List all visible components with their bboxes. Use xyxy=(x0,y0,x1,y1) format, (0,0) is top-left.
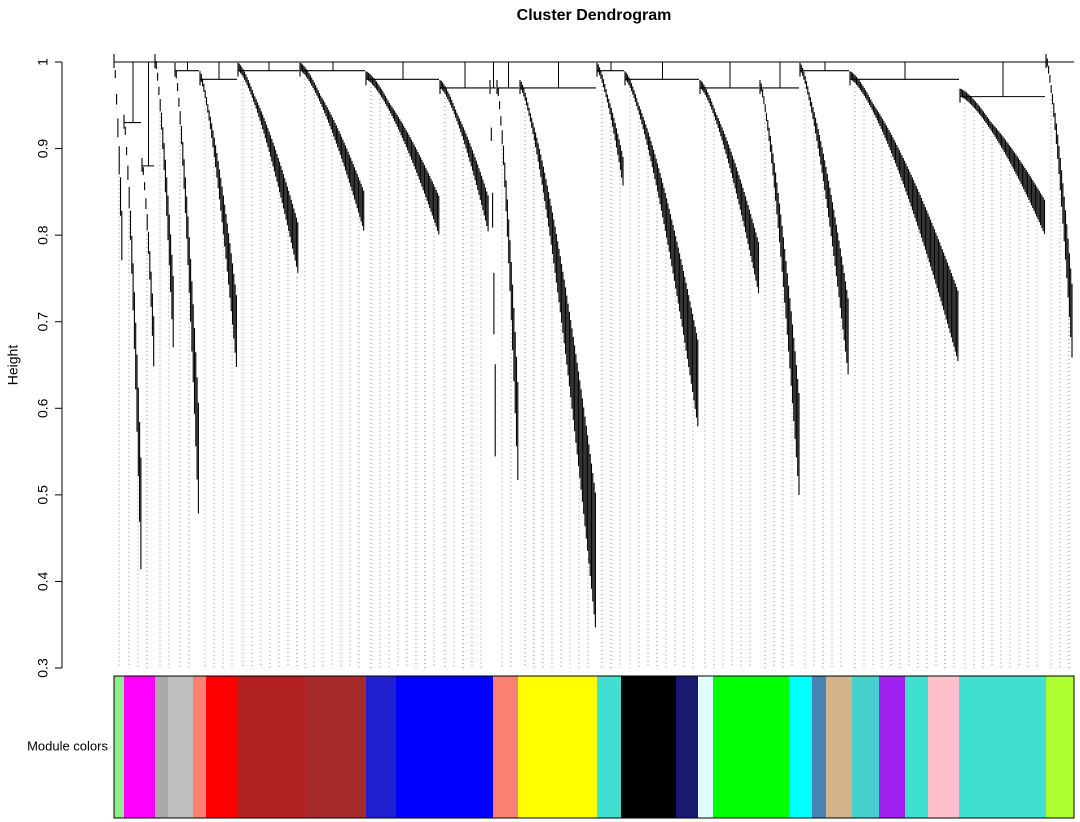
branch xyxy=(365,71,440,235)
module-band xyxy=(155,676,169,818)
module-band xyxy=(1046,676,1075,818)
module-band xyxy=(852,676,880,818)
y-tick-label: 0.4 xyxy=(35,571,51,591)
module-band xyxy=(698,676,714,818)
branch xyxy=(199,71,237,367)
module-band xyxy=(713,676,790,818)
color-bar-label: Module colors xyxy=(27,738,108,753)
module-band xyxy=(114,676,125,818)
branch xyxy=(489,80,496,457)
branch xyxy=(237,62,299,273)
module-band xyxy=(366,676,397,818)
y-tick-label: 0.7 xyxy=(35,312,51,332)
module-band xyxy=(518,676,598,818)
chart-title: Cluster Dendrogram xyxy=(517,7,672,24)
module-band xyxy=(168,676,187,818)
module-band xyxy=(186,676,194,818)
module-band xyxy=(206,676,239,818)
module-band xyxy=(959,676,1047,818)
module-band xyxy=(124,676,156,818)
branch xyxy=(1045,54,1073,358)
y-tick-label: 0.5 xyxy=(35,485,51,505)
module-band xyxy=(238,676,307,818)
branch xyxy=(123,114,142,570)
branch xyxy=(496,80,519,481)
y-tick-label: 1 xyxy=(35,58,51,66)
branch xyxy=(624,71,699,427)
leaf-guides xyxy=(118,79,1070,668)
color-bar-frame xyxy=(113,675,1075,819)
module-band xyxy=(396,676,494,818)
branch xyxy=(299,62,365,231)
module-band xyxy=(826,676,853,818)
branch xyxy=(439,80,489,232)
module-band xyxy=(905,676,929,818)
y-axis-label: Height xyxy=(5,345,21,386)
module-band xyxy=(306,676,367,818)
module-band xyxy=(621,676,677,818)
module-band xyxy=(928,676,960,818)
branch xyxy=(799,62,849,375)
module-band xyxy=(789,676,813,818)
module-band xyxy=(597,676,622,818)
branch xyxy=(759,80,800,495)
module-band xyxy=(193,676,207,818)
branch xyxy=(849,71,959,361)
y-tick-label: 0.8 xyxy=(35,225,51,245)
branch xyxy=(596,62,624,186)
branch xyxy=(113,54,123,261)
y-tick-label: 0.3 xyxy=(35,658,51,678)
branch xyxy=(141,157,155,367)
module-band xyxy=(879,676,906,818)
branch xyxy=(174,62,199,514)
branch xyxy=(154,54,174,348)
module-band xyxy=(676,676,699,818)
branch xyxy=(519,80,596,628)
y-tick-label: 0.9 xyxy=(35,139,51,159)
module-band xyxy=(812,676,827,818)
connectors xyxy=(114,61,1074,166)
y-tick-label: 0.6 xyxy=(35,398,51,418)
module-band xyxy=(493,676,519,818)
branch xyxy=(959,88,1046,234)
